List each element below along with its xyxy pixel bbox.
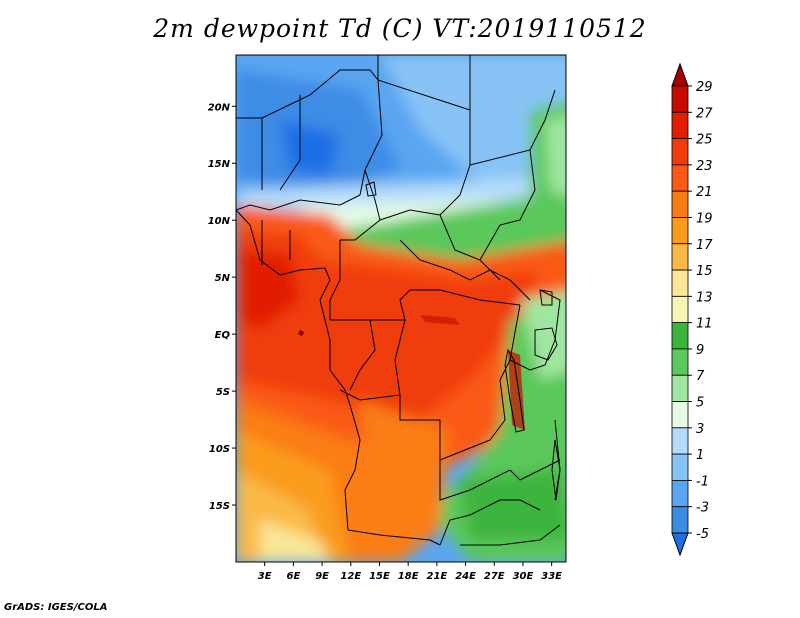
colorbar-cell [671,164,689,192]
colorbar-label: 21 [696,185,713,200]
colorbar-label: 29 [696,80,713,95]
colorbar-cell [671,427,689,455]
lat-tick-label: EQ [215,330,231,341]
colorbar-cell [671,269,689,297]
colorbar-cell [671,85,689,113]
lat-tick-label: 15S [209,501,230,512]
colorbar-label: 27 [696,106,713,121]
colorbar-cell [671,532,689,557]
colorbar-label: 13 [696,290,713,305]
colorbar-cell [671,138,689,166]
colorbar-cell [671,453,689,481]
lat-tick-label: 5N [215,273,231,284]
colorbar-label: 11 [696,317,713,332]
colorbar-cell [671,322,689,350]
colorbar-label: 7 [696,369,705,384]
lat-tick-label: 20N [208,102,231,113]
lon-tick-label: 6E [286,571,300,582]
lat-tick-label: 10N [208,216,231,227]
colorbar-cell [671,401,689,429]
lat-tick-label: 10S [209,444,230,455]
lon-tick-label: 15E [369,571,390,582]
colorbar-label: -5 [696,527,709,542]
longitude-axis: 3E 6E 9E 12E 15E 18E 21E 24E 27E 30E 33E [258,562,562,582]
colorbar-cell [671,348,689,376]
colorbar-label: 9 [696,343,704,358]
colorbar-label: 19 [696,211,713,226]
map-title: 2m dewpoint Td (C) VT:2019110512 [153,14,647,43]
footer-credit: GrADS: IGES/COLA [4,602,108,613]
colorbar: 29 27 25 23 21 19 17 15 13 11 9 7 5 3 1 -1 -3 -5 [671,62,713,557]
colorbar-label: 5 [696,396,704,411]
lon-tick-label: 27E [484,571,505,582]
lat-tick-label: 15N [208,159,231,170]
lon-tick-label: 18E [398,571,419,582]
colorbar-cell [671,217,689,245]
lon-tick-label: 12E [340,571,361,582]
lon-tick-label: 24E [455,571,476,582]
colorbar-label: 17 [696,238,713,253]
colorbar-cell [671,295,689,324]
colorbar-label: 1 [696,448,704,463]
map-frame [235,54,567,563]
lon-tick-label: 9E [315,571,329,582]
lon-tick-label: 30E [513,571,534,582]
colorbar-cell [671,374,689,402]
country-borders [236,55,561,546]
colorbar-label: 25 [696,133,713,148]
colorbar-cell [671,480,689,508]
lon-tick-label: 33E [541,571,562,582]
colorbar-cell [671,506,689,534]
colorbar-label: -1 [696,474,709,489]
colorbar-cell [671,190,689,218]
colorbar-label: -3 [696,501,709,516]
colorbar-label: 3 [696,422,704,437]
colorbar-label: 23 [696,159,713,174]
colorbar-cell [671,243,689,271]
colorbar-cell [671,62,689,87]
dewpoint-field [236,55,566,562]
lon-tick-label: 21E [426,571,447,582]
lon-tick-label: 3E [258,571,272,582]
colorbar-cell [671,111,689,139]
colorbar-label: 15 [696,264,713,279]
lat-tick-label: 5S [216,387,230,398]
latitude-axis: 20N 15N 10N 5N EQ 5S 10S 15S [208,102,236,512]
